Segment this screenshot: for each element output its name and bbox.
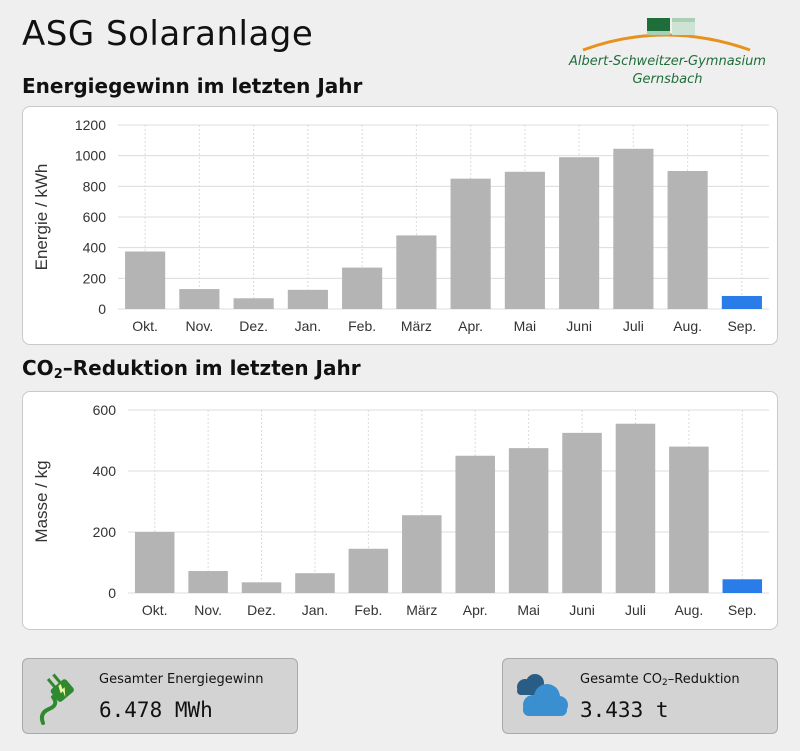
logo-school-name: Albert-Schweitzer-Gymnasium (569, 54, 766, 69)
total-co2-label-prefix: Gesamte CO (580, 672, 663, 687)
bar-Mai[interactable] (504, 171, 545, 309)
x-tick-label: Mai (514, 318, 537, 334)
bar-Juli[interactable] (613, 148, 654, 309)
x-tick-label: Aug. (674, 602, 703, 618)
energy-section-title: Energiegewinn im letzten Jahr (22, 74, 363, 98)
y-tick-label: 200 (83, 270, 107, 286)
energy-chart-panel: 0 200 400 600 800 1000 1200 Okt. Nov. Dez. Jan. Feb… (22, 106, 778, 345)
logo-emblem (582, 18, 751, 52)
total-co2-label-suffix: –Reduktion (667, 672, 740, 687)
x-tick-label: Aug. (673, 318, 702, 334)
bar-Aug.[interactable] (669, 446, 709, 593)
bar-Mai[interactable] (508, 448, 549, 593)
school-logo: Albert-Schweitzer-Gymnasium Gernsbach (555, 14, 780, 94)
bar-Nov.[interactable] (188, 571, 228, 593)
bar-Dez.[interactable] (241, 582, 282, 593)
logo-town-name: Gernsbach (632, 72, 703, 87)
x-tick-label: Sep. (728, 602, 757, 618)
plug-icon (39, 673, 74, 725)
x-tick-label: Okt. (142, 602, 168, 618)
bar-Okt.[interactable] (134, 532, 175, 593)
co2-chart-panel: 0 200 400 600 Okt. Nov. Dez. Jan. Feb. März Apr. Ma… (22, 391, 778, 630)
total-co2-value: 3.433 t (580, 698, 669, 722)
x-tick-label: Dez. (247, 602, 276, 618)
bar-Nov.[interactable] (179, 289, 220, 309)
x-tick-label: Jan. (295, 318, 321, 334)
y-tick-label: 400 (83, 240, 107, 256)
x-tick-label: Feb. (354, 602, 382, 618)
bar-Sep.[interactable] (722, 579, 763, 593)
x-tick-label: Dez. (239, 318, 268, 334)
total-co2-card: Gesamte CO2–Reduktion 3.433 t (502, 658, 778, 734)
x-tick-label: Mai (517, 602, 540, 618)
y-tick-label: 800 (83, 178, 107, 194)
bar-Juli[interactable] (615, 423, 656, 593)
y-tick-label: 200 (93, 524, 117, 540)
y-axis-title: Masse / kg (32, 460, 51, 542)
x-tick-label: Nov. (186, 318, 214, 334)
co2-section-title: CO2–Reduktion im letzten Jahr (22, 356, 361, 382)
x-tick-label: Nov. (194, 602, 222, 618)
y-tick-label: 1000 (75, 148, 106, 164)
total-energy-value: 6.478 MWh (99, 698, 213, 722)
co2-title-prefix: CO (22, 356, 54, 380)
co2-chart: 0 200 400 600 Okt. Nov. Dez. Jan. Feb. März Apr. Ma… (32, 402, 769, 618)
x-tick-label: Feb. (348, 318, 376, 334)
x-tick-label: März (406, 602, 437, 618)
x-tick-label: Apr. (463, 602, 488, 618)
y-tick-label: 1200 (75, 117, 106, 133)
co2-title-suffix: –Reduktion im letzten Jahr (62, 356, 361, 380)
y-tick-label: 400 (93, 463, 117, 479)
total-co2-label-subscript: 2 (662, 678, 668, 688)
y-axis-title: Energie / kWh (32, 164, 51, 271)
x-tick-label: März (401, 318, 432, 334)
x-tick-label: Sep. (727, 318, 756, 334)
y-tick-label: 600 (83, 209, 107, 225)
y-tick-label: 0 (98, 301, 106, 317)
x-tick-label: Juli (623, 318, 644, 334)
bar-März[interactable] (396, 235, 437, 309)
x-tick-label: Okt. (132, 318, 158, 334)
bar-Sep.[interactable] (721, 295, 762, 309)
bar-Apr.[interactable] (450, 178, 491, 309)
bar-Apr.[interactable] (455, 455, 495, 593)
bar-Jan.[interactable] (295, 573, 335, 593)
y-tick-label: 600 (93, 402, 117, 418)
bar-Okt.[interactable] (125, 251, 166, 310)
total-energy-label: Gesamter Energiegewinn (99, 672, 264, 687)
total-co2-label: Gesamte CO2–Reduktion (580, 672, 740, 688)
total-energy-card: Gesamter Energiegewinn 6.478 MWh (22, 658, 298, 734)
x-tick-label: Jan. (302, 602, 328, 618)
bar-Dez.[interactable] (233, 298, 274, 309)
bar-Jan.[interactable] (287, 289, 328, 309)
energy-chart: 0 200 400 600 800 1000 1200 Okt. Nov. Dez. Jan. Feb… (32, 117, 769, 334)
bar-Aug.[interactable] (667, 171, 708, 309)
bar-Juni[interactable] (562, 432, 602, 593)
cloud-icon (517, 674, 568, 716)
y-tick-label: 0 (108, 585, 116, 601)
co2-title-subscript: 2 (53, 367, 63, 382)
bar-Feb.[interactable] (342, 267, 383, 309)
x-tick-label: Apr. (458, 318, 483, 334)
x-tick-label: Juni (566, 318, 592, 334)
page-title: ASG Solaranlage (22, 14, 314, 54)
bar-März[interactable] (402, 515, 442, 593)
bar-Feb.[interactable] (348, 548, 389, 593)
x-tick-label: Juli (625, 602, 646, 618)
x-tick-label: Juni (569, 602, 595, 618)
bar-Juni[interactable] (559, 157, 600, 309)
